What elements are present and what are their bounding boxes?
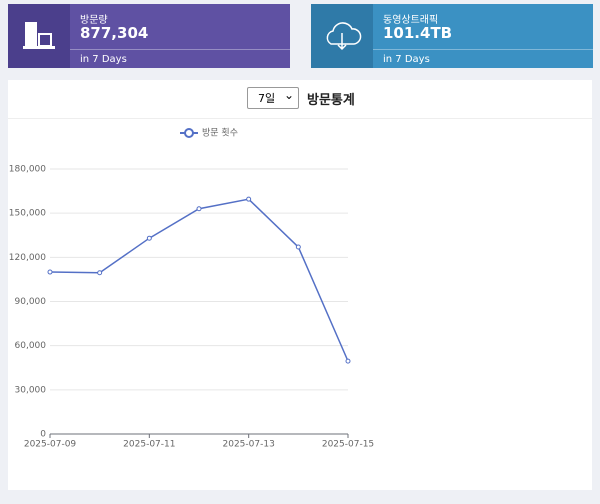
point xyxy=(345,358,351,364)
card: 동영상트래픽 101.4TB in 7 Days xyxy=(311,4,593,68)
icon xyxy=(311,4,373,68)
x-tick-label: 2025-07-09 xyxy=(24,440,77,450)
line xyxy=(49,198,349,362)
panel: 7일 방문통계 xyxy=(8,80,592,490)
y-tick-label: 90,000 xyxy=(15,297,47,307)
y-tick-label: 180,000 xyxy=(9,165,46,175)
y-tick-label: 150,000 xyxy=(9,209,46,219)
legend-label: 방문 횟수 xyxy=(202,127,238,139)
legend-marker xyxy=(184,128,194,138)
x-tick-label: 2025-07-11 xyxy=(123,440,175,450)
y-tick-label: 60,000 xyxy=(15,341,47,351)
point xyxy=(97,270,103,276)
card-period: in 7 Days xyxy=(80,54,127,65)
period-select[interactable]: 7일 xyxy=(247,84,299,109)
card-value: 101.4TB xyxy=(383,24,453,42)
point xyxy=(146,235,152,241)
card-value: 877,304 xyxy=(80,24,149,42)
y-tick-label: 120,000 xyxy=(9,253,46,263)
x-tick-label: 2025-07-13 xyxy=(223,440,275,450)
panel-title: 방문통계 xyxy=(307,93,355,108)
x-tick-label: 2025-07-15 xyxy=(322,440,374,450)
point xyxy=(196,206,202,212)
card-label: 동영상트래픽 xyxy=(383,15,439,26)
point xyxy=(295,244,301,250)
card-period: in 7 Days xyxy=(383,54,430,65)
point xyxy=(246,196,252,202)
point xyxy=(47,269,53,275)
icon xyxy=(8,4,70,68)
card-label: 방문량 xyxy=(80,15,108,26)
y-tick-label: 30,000 xyxy=(15,385,47,395)
y-tick-label: 0 xyxy=(40,430,46,440)
card: 방문량 877,304 in 7 Days xyxy=(8,4,290,68)
